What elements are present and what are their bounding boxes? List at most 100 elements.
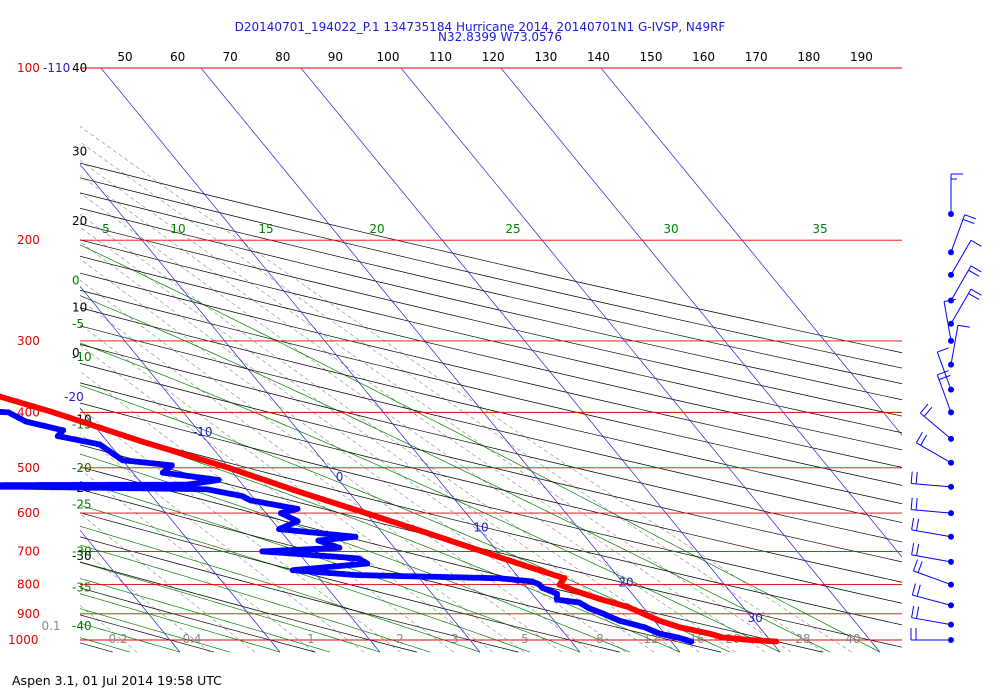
- theta-top-label: 100: [377, 50, 400, 64]
- dry-adiabat: [80, 223, 902, 417]
- moist-adiabat: [80, 295, 831, 653]
- mixing-ratio-label: 0.4: [182, 632, 201, 646]
- wind-barb-flag: [970, 265, 982, 273]
- wind-barb-staff: [912, 594, 952, 606]
- isotherm-label: -20: [64, 390, 84, 404]
- wind-barb-dot: [948, 459, 954, 466]
- dry-adiabat: [80, 536, 519, 653]
- wind-barb-staff: [950, 240, 972, 276]
- wind-barb-dot: [948, 435, 954, 442]
- moist-adiabat-label: -35: [72, 581, 92, 595]
- wind-barb-flag: [937, 370, 949, 376]
- wind-barb-flag: [910, 497, 913, 510]
- pressure-label: 600: [17, 506, 40, 520]
- isotherm: [400, 68, 881, 653]
- wind-barb-dot: [948, 621, 954, 628]
- wind-barb-flag: [915, 432, 923, 444]
- wind-barb-flag: [920, 434, 928, 446]
- isotherm-label: 30: [748, 611, 763, 625]
- wind-barb-flag: [970, 288, 982, 296]
- wind-barb-staff: [911, 482, 952, 488]
- wind-barb-staff: [950, 288, 972, 325]
- wind-barb-staff: [911, 617, 952, 626]
- theta-top-label: 70: [223, 50, 238, 64]
- wind-barb-staff: [911, 509, 952, 514]
- wind-barb-flag: [919, 403, 929, 414]
- mixing-ratio-label: 2: [396, 632, 404, 646]
- mixing-ratio-line: [80, 513, 256, 653]
- wind-barb-flag: [911, 517, 915, 530]
- dry-adiabat: [80, 382, 902, 583]
- moist-adiabat: [80, 342, 781, 653]
- wind-barb-flag: [915, 498, 918, 511]
- dry-adiabat: [80, 587, 316, 653]
- dry-adiabat: [80, 239, 902, 434]
- dry-adiabat: [80, 466, 823, 653]
- isotherm: [500, 68, 902, 558]
- wind-barb-flag: [938, 374, 951, 380]
- wind-barb-staff: [943, 301, 952, 342]
- wind-barb-dot: [948, 361, 954, 368]
- isotherm: [600, 68, 902, 436]
- moist-adiabat: [80, 453, 631, 653]
- wind-barb-staff: [911, 554, 952, 563]
- dry-adiabat: [80, 307, 902, 505]
- moist-adiabat-label: 35: [812, 222, 827, 236]
- wind-barb-staff: [916, 442, 952, 464]
- moist-adiabat-label: 0: [72, 273, 80, 287]
- isotherm: [80, 407, 281, 653]
- isotherm-label: 20: [618, 575, 633, 589]
- theta-left-label: 30: [72, 145, 87, 159]
- wind-barb-flag: [917, 561, 923, 573]
- mixing-ratio-label: 1: [307, 632, 315, 646]
- isotherm-label: 10: [473, 520, 488, 534]
- moist-adiabat-label: 15: [258, 222, 273, 236]
- isotherm: [300, 68, 781, 653]
- wind-barb-dot: [948, 337, 954, 344]
- wind-barb-dot: [948, 510, 954, 517]
- mixing-ratio-label: 8: [596, 632, 604, 646]
- moist-adiabat: [80, 421, 681, 653]
- moist-adiabat-label: -30: [72, 544, 92, 558]
- wind-barb-dot: [948, 320, 954, 327]
- wind-barb-flag: [968, 293, 980, 300]
- theta-top-label: 80: [275, 50, 290, 64]
- theta-top-label: 150: [640, 50, 663, 64]
- mixing-ratio-line: [80, 279, 593, 653]
- mixing-ratio-line: [80, 192, 736, 653]
- theta-left-label: 0: [72, 346, 80, 360]
- wind-barb-dot: [948, 533, 954, 540]
- moist-adiabat-label: 5: [102, 222, 110, 236]
- wind-barb-flag: [970, 239, 982, 247]
- theta-top-label: 190: [850, 50, 873, 64]
- moist-adiabat: [80, 593, 281, 653]
- mixing-ratio-label: 12: [643, 632, 658, 646]
- mixing-ratio-line: [80, 323, 525, 653]
- pressure-label: 800: [17, 578, 40, 592]
- mixing-ratio-line: [80, 370, 454, 653]
- isotherm: [80, 529, 181, 653]
- mixing-ratio-line: [80, 469, 315, 653]
- moist-adiabat: [80, 651, 81, 652]
- theta-top-label: 60: [170, 50, 185, 64]
- moist-adiabat: [80, 608, 231, 653]
- isotherm: [80, 285, 381, 653]
- pressure-label: 100: [17, 61, 40, 75]
- moist-adiabat: [80, 578, 331, 653]
- mixing-ratio-label: 0.2: [108, 632, 127, 646]
- wind-barb-staff: [950, 265, 972, 301]
- dry-adiabat: [80, 289, 902, 486]
- mixing-ratio-line: [80, 141, 824, 653]
- wind-barb-staff: [950, 325, 959, 365]
- wind-barb-staff: [920, 412, 952, 440]
- wind-barb-flag: [911, 542, 915, 555]
- temperature-point: [0, 393, 3, 400]
- title-line-2: N32.8399 W73.0576: [438, 30, 562, 44]
- theta-top-label: 90: [328, 50, 343, 64]
- wind-barb-flag: [916, 518, 920, 531]
- moist-adiabat-label: 10: [170, 222, 185, 236]
- mixing-ratio-label: 28: [795, 632, 810, 646]
- wind-barb-flag: [964, 214, 977, 220]
- mixing-ratio-label: 3: [451, 632, 459, 646]
